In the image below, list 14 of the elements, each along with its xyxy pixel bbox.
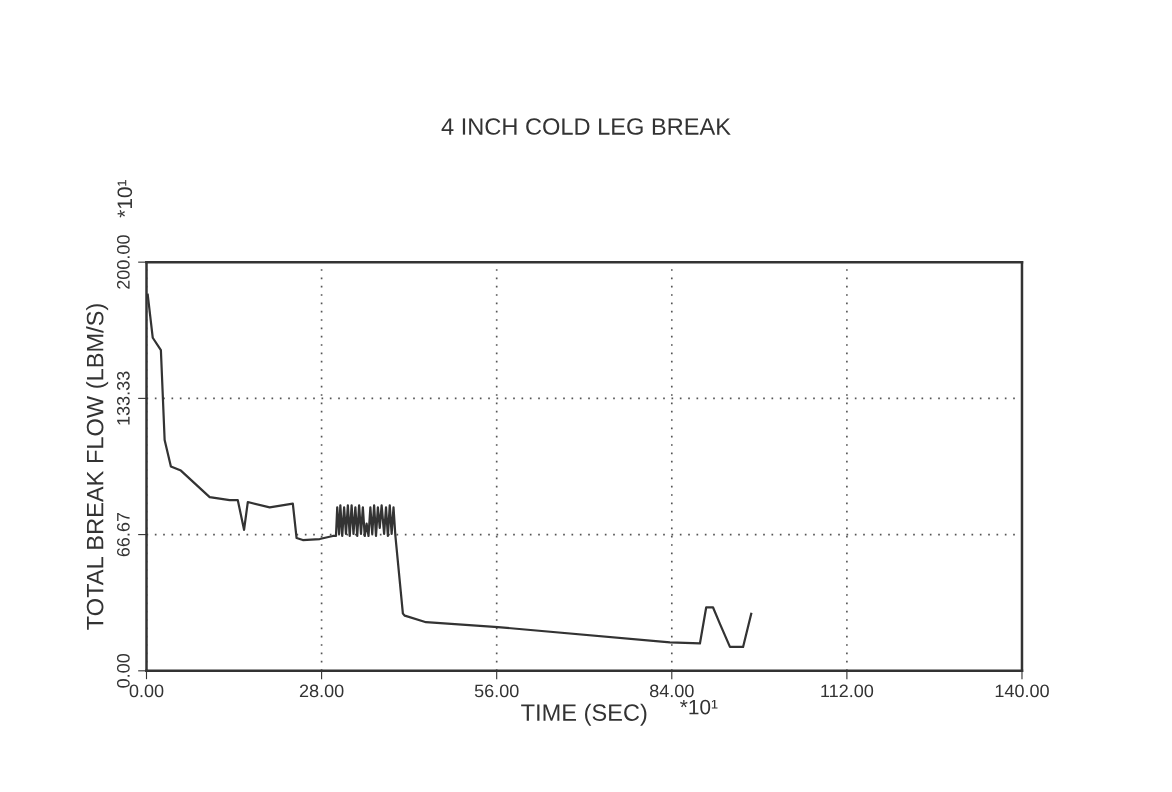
x-tick-label: 84.00: [649, 684, 694, 698]
x-tick-label: 28.00: [299, 684, 344, 698]
x-tick-label: 140.00: [995, 684, 1049, 698]
chart-title: 4 INCH COLD LEG BREAK: [441, 118, 731, 135]
x-tick-label: 112.00: [821, 684, 874, 698]
y-tick-label: 66.67: [116, 512, 130, 557]
y-axis-title: TOTAL BREAK FLOW (LBM/S): [86, 304, 109, 630]
y-tick-label: 200.00: [116, 235, 130, 289]
text: *10¹: [680, 699, 718, 715]
text: *10¹: [117, 180, 133, 218]
x-tick-label: 56.00: [474, 684, 519, 698]
x-axis-title: TIME (SEC): [521, 703, 647, 726]
x-tick-label: 0.00: [129, 684, 164, 698]
y-tick-label: 133.33: [116, 371, 130, 425]
